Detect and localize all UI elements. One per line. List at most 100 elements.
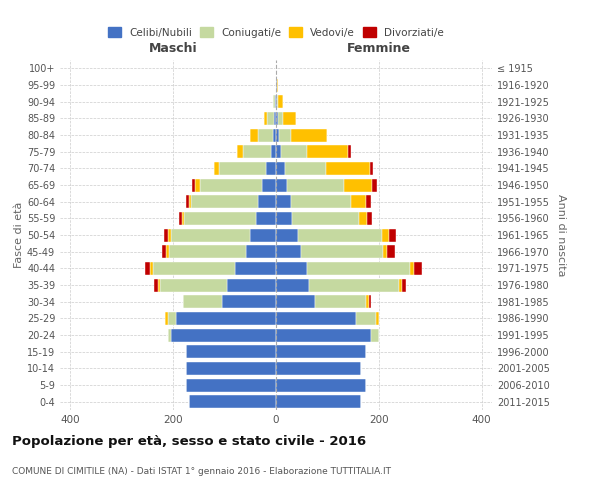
Bar bbox=[371, 328, 379, 342]
Bar bbox=[258, 128, 274, 141]
Bar bbox=[402, 278, 406, 291]
Bar bbox=[191, 195, 258, 208]
Bar bbox=[276, 312, 356, 325]
Bar bbox=[410, 262, 414, 275]
Bar bbox=[186, 378, 276, 392]
Bar bbox=[277, 78, 278, 92]
Bar bbox=[220, 162, 266, 175]
Bar bbox=[168, 312, 176, 325]
Text: Popolazione per età, sesso e stato civile - 2016: Popolazione per età, sesso e stato civil… bbox=[12, 435, 366, 448]
Bar bbox=[276, 278, 310, 291]
Bar bbox=[227, 278, 276, 291]
Bar bbox=[307, 145, 348, 158]
Bar bbox=[264, 112, 267, 125]
Bar bbox=[152, 262, 235, 275]
Bar bbox=[266, 162, 276, 175]
Bar bbox=[163, 245, 166, 258]
Bar bbox=[188, 195, 191, 208]
Bar bbox=[222, 295, 276, 308]
Bar bbox=[307, 262, 410, 275]
Text: Maschi: Maschi bbox=[149, 42, 197, 55]
Text: Femmine: Femmine bbox=[347, 42, 411, 55]
Bar bbox=[292, 128, 328, 141]
Bar bbox=[276, 262, 307, 275]
Bar bbox=[235, 262, 276, 275]
Bar bbox=[414, 262, 422, 275]
Bar bbox=[160, 278, 227, 291]
Bar bbox=[366, 195, 371, 208]
Bar bbox=[276, 162, 285, 175]
Bar bbox=[145, 262, 150, 275]
Bar bbox=[276, 212, 292, 225]
Bar bbox=[214, 162, 220, 175]
Bar bbox=[250, 228, 276, 241]
Bar bbox=[170, 228, 250, 241]
Bar bbox=[275, 95, 276, 108]
Bar bbox=[310, 278, 400, 291]
Bar bbox=[238, 145, 242, 158]
Bar bbox=[276, 378, 366, 392]
Bar bbox=[186, 345, 276, 358]
Bar bbox=[276, 295, 314, 308]
Bar bbox=[188, 395, 276, 408]
Bar bbox=[298, 228, 382, 241]
Bar bbox=[170, 328, 276, 342]
Bar bbox=[276, 112, 278, 125]
Bar bbox=[285, 162, 326, 175]
Bar bbox=[246, 245, 276, 258]
Bar bbox=[314, 295, 366, 308]
Bar bbox=[370, 162, 373, 175]
Bar bbox=[344, 178, 372, 192]
Bar bbox=[276, 128, 278, 141]
Bar bbox=[166, 312, 168, 325]
Bar bbox=[150, 262, 152, 275]
Bar bbox=[250, 128, 258, 141]
Bar bbox=[154, 278, 158, 291]
Bar bbox=[278, 95, 283, 108]
Bar bbox=[276, 145, 281, 158]
Bar bbox=[242, 145, 271, 158]
Bar bbox=[383, 245, 387, 258]
Bar bbox=[274, 128, 276, 141]
Bar bbox=[356, 312, 376, 325]
Bar bbox=[400, 278, 402, 291]
Bar bbox=[273, 95, 275, 108]
Y-axis label: Anni di nascita: Anni di nascita bbox=[556, 194, 566, 276]
Bar bbox=[169, 245, 246, 258]
Bar bbox=[271, 145, 276, 158]
Bar bbox=[200, 178, 262, 192]
Bar bbox=[367, 212, 372, 225]
Bar bbox=[267, 112, 274, 125]
Bar bbox=[281, 145, 307, 158]
Bar bbox=[277, 95, 278, 108]
Bar bbox=[276, 328, 371, 342]
Bar bbox=[359, 212, 367, 225]
Bar bbox=[276, 345, 366, 358]
Y-axis label: Fasce di età: Fasce di età bbox=[14, 202, 24, 268]
Bar bbox=[276, 178, 287, 192]
Bar bbox=[348, 145, 350, 158]
Bar bbox=[366, 295, 368, 308]
Bar bbox=[262, 178, 276, 192]
Bar bbox=[387, 245, 395, 258]
Bar bbox=[276, 395, 361, 408]
Bar bbox=[276, 245, 301, 258]
Bar bbox=[376, 312, 379, 325]
Bar bbox=[274, 112, 276, 125]
Bar bbox=[389, 228, 397, 241]
Bar bbox=[166, 245, 169, 258]
Bar bbox=[350, 195, 366, 208]
Bar bbox=[276, 362, 361, 375]
Bar bbox=[186, 195, 188, 208]
Bar bbox=[301, 245, 383, 258]
Bar bbox=[164, 228, 168, 241]
Bar bbox=[283, 112, 296, 125]
Text: COMUNE DI CIMITILE (NA) - Dati ISTAT 1° gennaio 2016 - Elaborazione TUTTITALIA.I: COMUNE DI CIMITILE (NA) - Dati ISTAT 1° … bbox=[12, 468, 391, 476]
Bar bbox=[276, 95, 277, 108]
Bar bbox=[276, 195, 292, 208]
Bar bbox=[382, 228, 389, 241]
Bar bbox=[192, 178, 195, 192]
Bar bbox=[182, 212, 184, 225]
Bar bbox=[287, 178, 344, 192]
Legend: Celibi/Nubili, Coniugati/e, Vedovi/e, Divorziati/e: Celibi/Nubili, Coniugati/e, Vedovi/e, Di… bbox=[104, 23, 448, 42]
